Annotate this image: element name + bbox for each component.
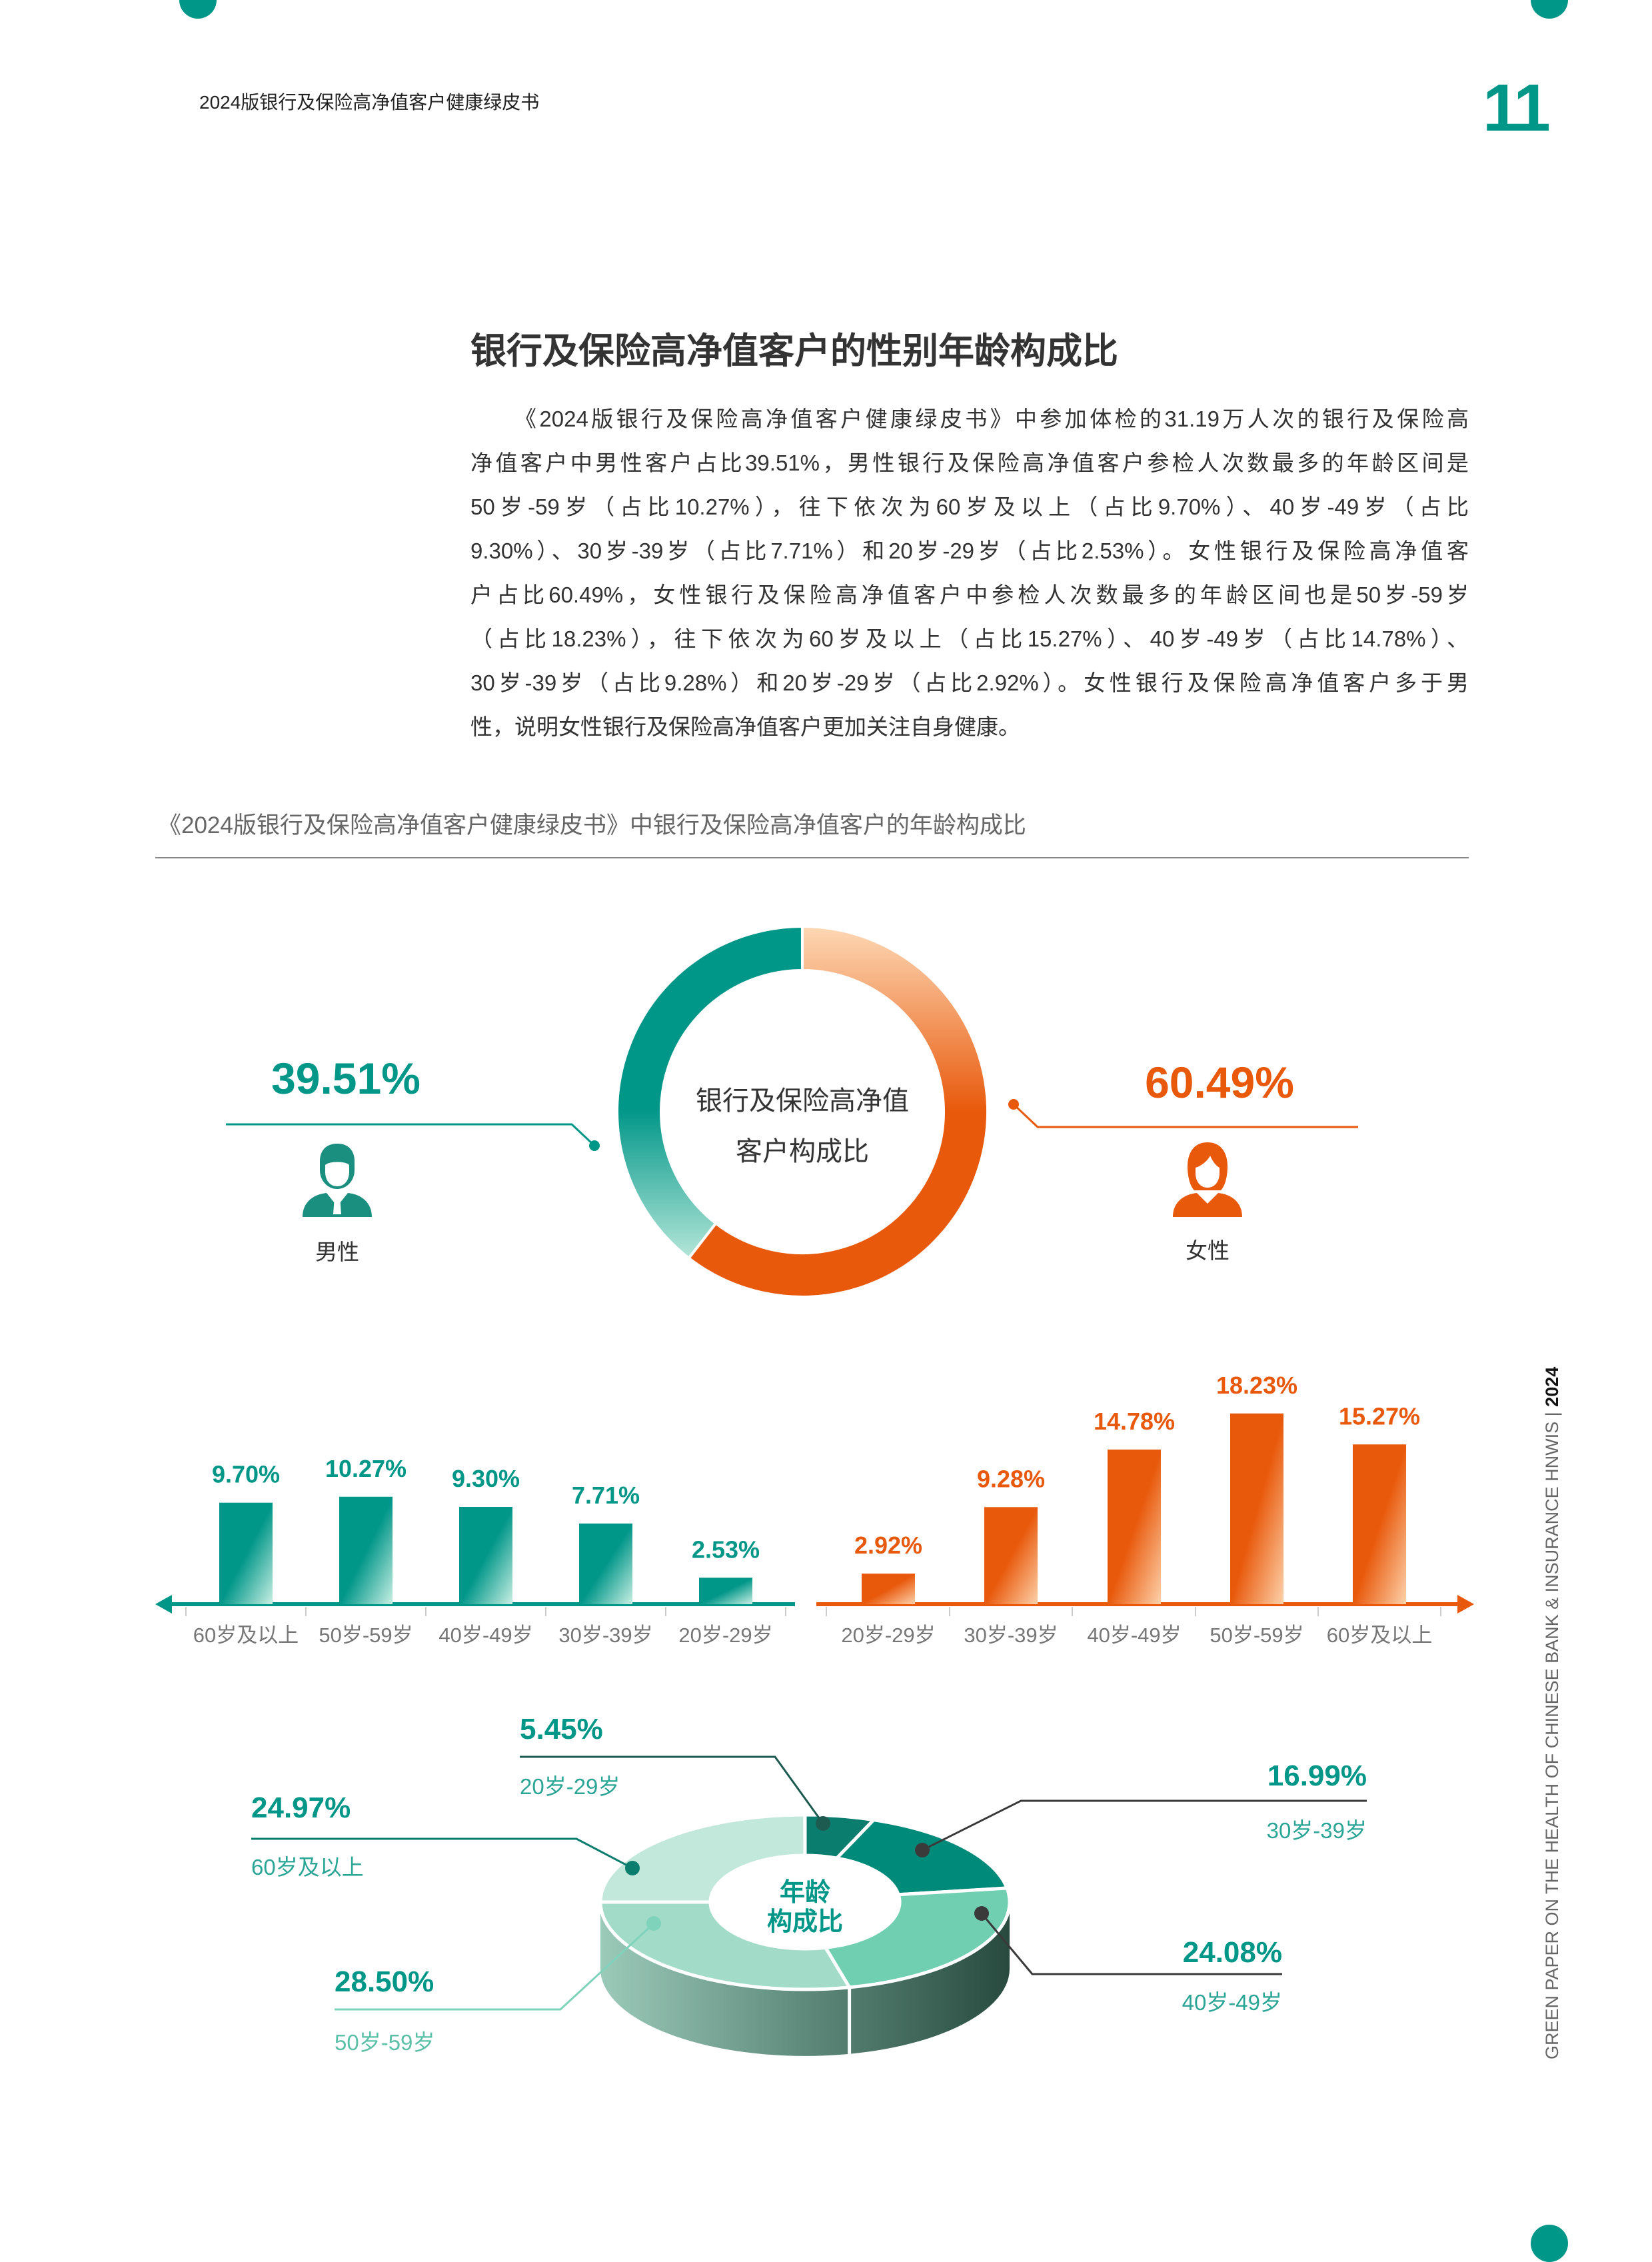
paragraph-line: 性，说明女性银行及保险高净值客户更加关注自身健康。 [470,714,1020,739]
running-title: 2024版银行及保险高净值客户健康绿皮书 [199,92,540,113]
male-percent-label: 39.51% [271,1054,420,1103]
pie-label-20-29-value: 5.45% [520,1713,603,1745]
caption-divider [155,857,1469,858]
paragraph-line: （占比18.23%），往下依次为60岁及以上（占比15.27%）、40岁-49岁… [470,626,1469,651]
pie-label-40-49-value: 24.08% [1182,1936,1282,1969]
male-category-label: 60岁及以上 [193,1624,299,1647]
pie-leader-dot [974,1906,989,1921]
female-bar [984,1507,1038,1604]
male-bar-value-label: 7.71% [572,1482,640,1509]
pie-label-50-59-value: 28.50% [335,1965,434,1998]
male-user-icon [297,1138,377,1222]
male-category-label: 20岁-29岁 [678,1624,772,1647]
male-category-label: 50岁-59岁 [319,1624,413,1647]
female-leader-line [1012,1103,1358,1128]
pie-leader-line [251,1837,633,1869]
paragraph-line: 户占比60.49%，女性银行及保险高净值客户中参检人次数最多的年龄区间也是50岁… [470,582,1469,607]
female-bar-value-label: 9.28% [977,1465,1045,1492]
page-number: 11 [1483,71,1551,145]
male-bar [339,1496,393,1604]
donut-center-label: 客户构成比 [736,1137,869,1166]
female-category-label: 60岁及以上 [1327,1624,1432,1647]
female-axis-arrow [1457,1595,1474,1614]
pie-label-30-39-value: 16.99% [1267,1759,1367,1792]
male-bar-value-label: 9.30% [452,1465,520,1492]
pie-label-20-29-name: 20岁-29岁 [520,1774,620,1799]
pie-label-40-49-name: 40岁-49岁 [1182,1990,1282,2015]
female-bar-value-label: 14.78% [1094,1408,1175,1435]
pie-leader-line [980,1913,1282,1975]
female-category-label: 30岁-39岁 [964,1624,1058,1647]
donut-slice-female [686,924,989,1298]
section-title: 银行及保险高净值客户的性别年龄构成比 [470,331,1118,371]
male-leader-dot [589,1140,600,1151]
pie-side-wall [600,1902,1010,2056]
female-bar-value-label: 2.92% [854,1532,922,1559]
male-category-label: 40岁-49岁 [438,1624,532,1647]
pie-label-50-59-name: 50岁-59岁 [335,2030,435,2055]
pie-center-hole [710,1855,900,1949]
male-bar [579,1523,632,1604]
female-leader-dot [1008,1099,1019,1110]
male-category-label: 30岁-39岁 [558,1624,652,1647]
male-label: 男性 [315,1240,359,1264]
side-text: GREEN PAPER ON THE HEALTH OF CHINESE BAN… [1542,1406,1562,2059]
male-bar-value-label: 2.53% [692,1536,760,1563]
pie-center-label: 年龄 [780,1879,830,1907]
pie-label-60plus-name: 60岁及以上 [251,1855,364,1879]
paragraph-line: 净值客户中男性客户占比39.51%，男性银行及保险高净值客户参检人次数最多的年龄… [470,451,1469,475]
pie-leader-line [520,1755,824,1824]
paragraph-line: 30岁-39岁（占比9.28%）和20岁-29岁（占比2.92%）。女性银行及保… [470,670,1469,695]
female-user-icon [1168,1138,1247,1222]
female-bar [1230,1413,1283,1604]
paragraph-line: 50岁-59岁（占比10.27%），往下依次为60岁及以上（占比9.70%）、4… [470,495,1469,519]
female-bar-value-label: 18.23% [1216,1372,1297,1399]
female-category-label: 50岁-59岁 [1210,1624,1303,1647]
pie-leader-dot [646,1916,661,1931]
donut-slice-male [616,924,804,1260]
pie-leader-dot [915,1843,930,1857]
male-bar [699,1578,752,1604]
age-3d-pie-chart: 年龄构成比 [251,1755,1367,2056]
female-category-label: 40岁-49岁 [1087,1624,1181,1647]
female-bar [862,1574,915,1604]
pie-leader-dot [816,1816,830,1831]
body-paragraph: 《2024版银行及保险高净值客户健康绿皮书》中参加体检的31.19万人次的银行及… [470,397,1469,749]
side-year: 2024 [1542,1366,1562,1407]
female-bar [1108,1449,1161,1604]
female-category-label: 20岁-29岁 [841,1624,935,1647]
female-label: 女性 [1186,1238,1230,1263]
pie-leader-line [335,1922,655,2011]
male-leader-line [226,1123,596,1147]
female-percent-label: 60.49% [1145,1058,1294,1107]
pie-label-60plus-value: 24.97% [251,1791,351,1824]
male-bar-value-label: 9.70% [212,1461,280,1488]
female-bar-value-label: 15.27% [1339,1402,1420,1430]
side-running-text: GREEN PAPER ON THE HEALTH OF CHINESE BAN… [1542,1367,1563,2059]
donut-center-label: 银行及保险高净值 [696,1086,909,1116]
pie-leader-dot [625,1861,640,1875]
male-axis-arrow [155,1595,172,1614]
pie-center-label: 构成比 [767,1908,843,1936]
figure-caption: 《2024版银行及保险高净值客户健康绿皮书》中银行及保险高净值客户的年龄构成比 [158,812,1026,838]
paragraph-line: 9.30%）、30岁-39岁（占比7.71%）和20岁-29岁（占比2.53%）… [470,539,1469,563]
male-bar-value-label: 10.27% [325,1455,407,1482]
pie-leader-line [922,1799,1367,1851]
female-bar [1353,1444,1406,1604]
pie-label-30-39-name: 30岁-39岁 [1266,1818,1367,1843]
male-bar [219,1502,273,1604]
paragraph-line: 《2024版银行及保险高净值客户健康绿皮书》中参加体检的31.19万人次的银行及… [514,407,1469,431]
male-bar [459,1506,512,1604]
age-bar-charts: 9.70% 60岁及以上 10.27% 50岁-59岁 9.30% 40岁-49岁 7.71… [155,1372,1474,1647]
